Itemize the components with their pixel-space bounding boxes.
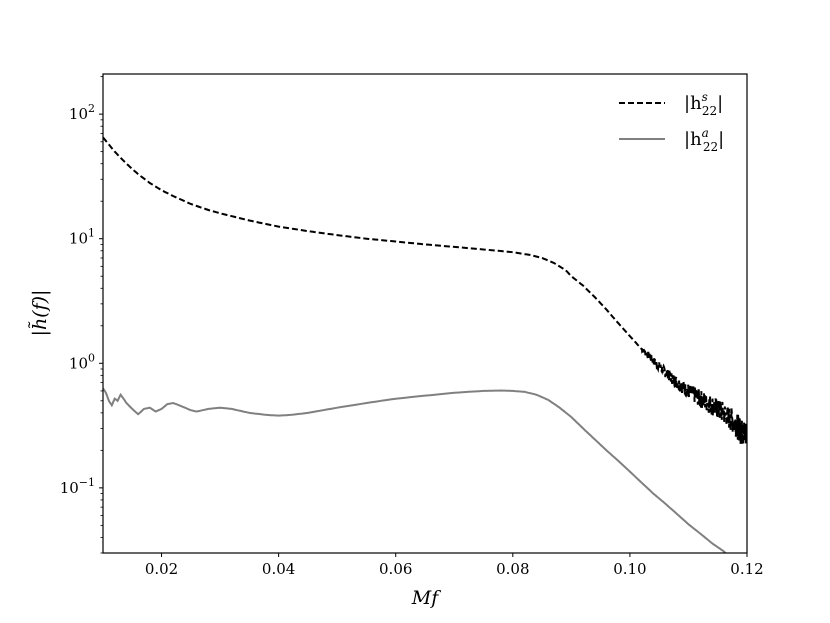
x-axis: 0.02 0.04 0.06 0.08 0.10 0.12 bbox=[145, 553, 764, 578]
plot-frame bbox=[102, 73, 748, 554]
legend-label: |ha 22| bbox=[684, 126, 724, 154]
y-tick-label: 10−1 bbox=[60, 476, 95, 497]
series-line-2 bbox=[103, 387, 727, 553]
y-tick-label: 102 bbox=[69, 102, 95, 123]
series-layer bbox=[103, 136, 747, 553]
y-tick-label: 101 bbox=[69, 227, 95, 248]
x-tick-label: 0.06 bbox=[379, 560, 412, 578]
x-tick-label: 0.10 bbox=[613, 560, 646, 578]
x-axis-label: Mf bbox=[411, 587, 441, 609]
x-tick-label: 0.04 bbox=[262, 560, 295, 578]
y-axis: 10−1 100 101 102 bbox=[60, 76, 103, 554]
legend: |hs 22| |ha 22| bbox=[619, 90, 724, 154]
x-tick-label: 0.08 bbox=[496, 560, 529, 578]
series-line-1 bbox=[103, 136, 747, 445]
y-tick-label: 100 bbox=[69, 351, 95, 372]
y-axis-label: |h̃(f)| bbox=[28, 290, 51, 337]
x-tick-label: 0.12 bbox=[730, 560, 763, 578]
legend-label: |hs 22| bbox=[684, 90, 723, 118]
x-tick-label: 0.02 bbox=[145, 560, 178, 578]
